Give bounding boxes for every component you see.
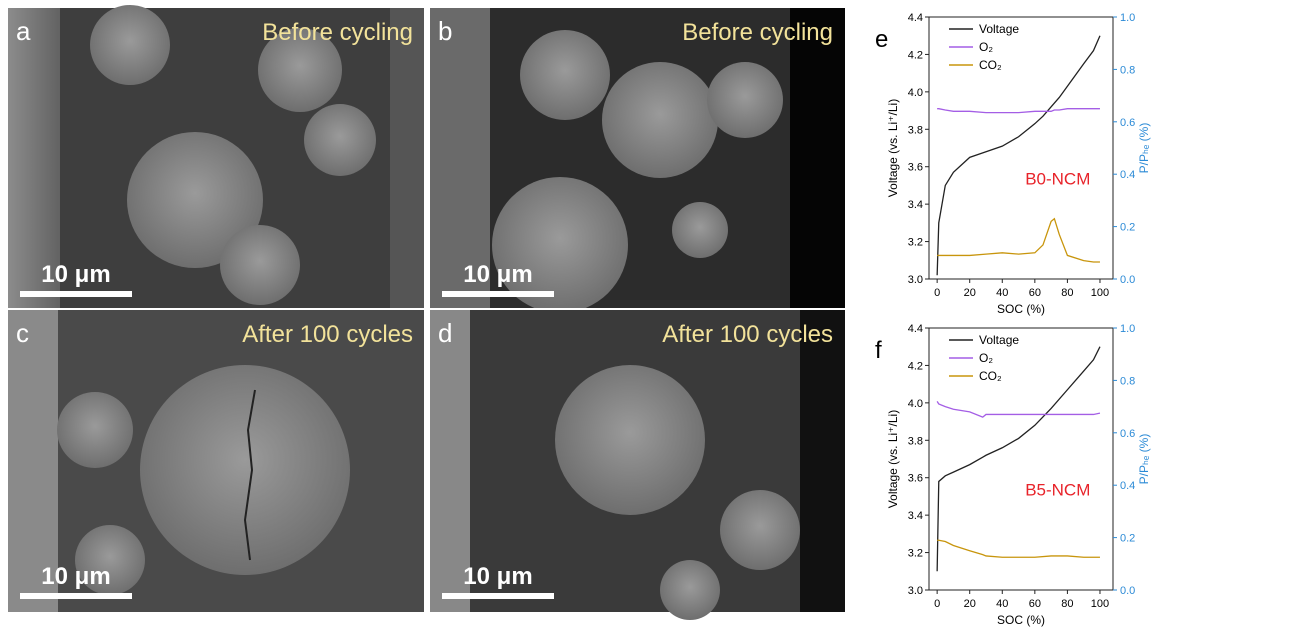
panel-label: d <box>438 318 452 348</box>
y2-tick-label: 1.0 <box>1120 323 1135 335</box>
legend-label: CO₂ <box>979 369 1002 383</box>
y-tick-label: 3.8 <box>908 435 923 447</box>
y2-tick-label: 0.2 <box>1120 533 1135 545</box>
y-tick-label: 3.8 <box>908 124 923 136</box>
y-tick-label: 4.0 <box>908 87 923 99</box>
x-tick-label: 100 <box>1091 598 1109 610</box>
y-tick-label: 3.4 <box>908 510 923 522</box>
y-tick-label: 3.0 <box>908 274 923 286</box>
y2-tick-label: 0.6 <box>1120 117 1135 129</box>
y-tick-label: 3.2 <box>908 548 923 560</box>
x-axis-title: SOC (%) <box>997 613 1045 627</box>
y2-axis-title: P/Pₕₑ (%) <box>1137 123 1151 174</box>
x-tick-label: 40 <box>996 287 1008 299</box>
line-chart: 0 20 40 60 80 100 3.0 3.2 3.4 3.6 3.8 4.0 4.2 4.4 0.0 0… <box>875 12 1151 316</box>
y2-tick-label: 1.0 <box>1120 12 1135 24</box>
y-tick-label: 4.4 <box>908 12 923 24</box>
x-tick-label: 60 <box>1029 598 1041 610</box>
x-tick-label: 20 <box>964 598 976 610</box>
x-axis-title: SOC (%) <box>997 302 1045 316</box>
figure: a Before cycling 10 μm b Before cycling 10 μm… <box>0 0 1301 632</box>
y-tick-label: 3.0 <box>908 585 923 597</box>
series-line <box>937 219 1100 262</box>
scale-bar-label: 10 μm <box>463 261 532 288</box>
y2-tick-label: 0.4 <box>1120 169 1135 181</box>
annotation: B0-NCM <box>1025 170 1090 189</box>
panel-label: b <box>438 16 452 46</box>
panel-label: e <box>875 26 888 53</box>
series-line <box>937 347 1100 572</box>
panel-caption: Before cycling <box>682 19 833 46</box>
panel-caption: Before cycling <box>262 19 413 46</box>
x-tick-label: 40 <box>996 598 1008 610</box>
panel-caption: After 100 cycles <box>662 321 833 348</box>
y-tick-label: 4.0 <box>908 398 923 410</box>
legend-label: O₂ <box>979 351 993 365</box>
line-chart: 0 20 40 60 80 100 3.0 3.2 3.4 3.6 3.8 4.0 4.2 4.4 0.0 0… <box>875 323 1151 627</box>
y2-tick-label: 0.0 <box>1120 274 1135 286</box>
scale-bar-label: 10 μm <box>41 261 110 288</box>
panel-label: f <box>875 337 882 364</box>
series-line <box>937 36 1100 276</box>
series-line <box>937 540 1100 557</box>
y2-tick-label: 0.0 <box>1120 585 1135 597</box>
series-line <box>937 109 1100 113</box>
x-tick-label: 80 <box>1061 287 1073 299</box>
legend-label: Voltage <box>979 333 1019 347</box>
series-line <box>937 401 1100 417</box>
scale-bar <box>20 593 132 599</box>
x-tick-label: 100 <box>1091 287 1109 299</box>
x-tick-label: 0 <box>934 287 940 299</box>
y-axis-title: Voltage (vs. Li⁺/Li) <box>886 99 900 197</box>
y2-tick-label: 0.8 <box>1120 64 1135 76</box>
x-tick-label: 20 <box>964 287 976 299</box>
y2-tick-label: 0.6 <box>1120 428 1135 440</box>
y-axis-title: Voltage (vs. Li⁺/Li) <box>886 410 900 508</box>
y-tick-label: 3.6 <box>908 162 923 174</box>
y-tick-label: 4.2 <box>908 49 923 61</box>
panel-label: c <box>16 318 29 348</box>
scale-bar <box>442 291 554 297</box>
plot-frame <box>929 17 1113 279</box>
scale-bar <box>20 291 132 297</box>
legend-label: O₂ <box>979 40 993 54</box>
y-tick-label: 4.2 <box>908 360 923 372</box>
legend-label: CO₂ <box>979 58 1002 72</box>
scale-bar-label: 10 μm <box>463 563 532 590</box>
x-tick-label: 60 <box>1029 287 1041 299</box>
legend-label: Voltage <box>979 22 1019 36</box>
plot-frame <box>929 328 1113 590</box>
y2-tick-label: 0.4 <box>1120 480 1135 492</box>
y2-tick-label: 0.2 <box>1120 222 1135 234</box>
y-tick-label: 3.4 <box>908 199 923 211</box>
scale-bar-label: 10 μm <box>41 563 110 590</box>
y-tick-label: 3.6 <box>908 473 923 485</box>
x-tick-label: 80 <box>1061 598 1073 610</box>
scale-bar <box>442 593 554 599</box>
x-tick-label: 0 <box>934 598 940 610</box>
y2-axis-title: P/Pₕₑ (%) <box>1137 434 1151 485</box>
y-tick-label: 4.4 <box>908 323 923 335</box>
panel-caption: After 100 cycles <box>242 321 413 348</box>
y-tick-label: 3.2 <box>908 237 923 249</box>
panel-label: a <box>16 16 31 46</box>
y2-tick-label: 0.8 <box>1120 375 1135 387</box>
annotation: B5-NCM <box>1025 481 1090 500</box>
